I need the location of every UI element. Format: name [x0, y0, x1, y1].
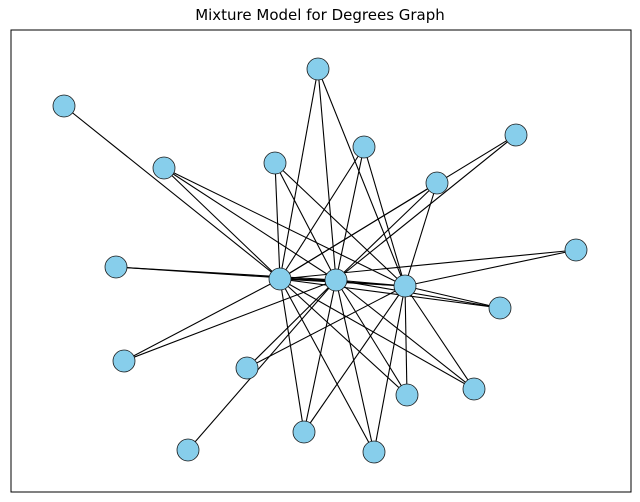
graph-edge: [373, 285, 406, 453]
graph-edge: [274, 162, 406, 287]
graph-edge: [335, 279, 375, 453]
graph-edge: [303, 285, 406, 433]
graph-node: [488, 296, 512, 320]
graph-edge: [279, 278, 408, 396]
graph-node: [306, 57, 330, 81]
graph-edge: [279, 68, 319, 280]
graph-edge: [123, 279, 337, 362]
graph-node: [425, 171, 449, 195]
graph-edge: [335, 134, 517, 281]
node-layer: [52, 57, 588, 464]
graph-node: [352, 135, 376, 159]
graph-edge: [335, 279, 475, 390]
graph-node: [292, 420, 316, 444]
graph-edge: [335, 146, 365, 281]
graph-edge: [317, 68, 406, 287]
graph-edge: [279, 249, 577, 280]
graph-edge: [335, 279, 408, 396]
graph-edge: [335, 182, 438, 281]
graph-node: [395, 383, 419, 407]
graph-node: [104, 255, 128, 279]
graph-edge: [246, 285, 406, 369]
graph-edge: [404, 285, 501, 309]
graph-edge: [279, 146, 365, 280]
graph-edge: [279, 134, 517, 280]
graph-edge: [123, 278, 281, 362]
graph-edge: [187, 279, 337, 451]
graph-edge: [163, 167, 281, 280]
graph-edge: [279, 278, 305, 433]
graph-edge: [404, 285, 408, 396]
hub-node: [393, 274, 417, 298]
hub-node: [268, 267, 292, 291]
graph-node: [362, 440, 386, 464]
graph-edge: [404, 182, 438, 287]
graph-edge: [317, 68, 337, 281]
graph-edge: [303, 279, 337, 433]
graph-node: [462, 377, 486, 401]
graph-edge: [274, 162, 281, 280]
hub-node: [324, 268, 348, 292]
graph-edge: [246, 279, 337, 369]
graph-edge: [163, 167, 337, 281]
graph-node: [564, 238, 588, 262]
graph-edge: [115, 266, 406, 287]
graph-edge: [63, 105, 281, 280]
graph-edge: [404, 285, 475, 390]
graph-node: [176, 438, 200, 462]
graph-node: [504, 123, 528, 147]
graph-edge: [363, 146, 406, 287]
graph-node: [263, 151, 287, 175]
graph-node: [152, 156, 176, 180]
graph-node: [52, 94, 76, 118]
graph-edge: [404, 249, 577, 287]
figure-title: Mixture Model for Degrees Graph: [195, 6, 445, 24]
graph-node: [112, 349, 136, 373]
plot-frame: [10, 29, 632, 493]
graph-node: [235, 356, 259, 380]
graph-edge: [279, 278, 375, 453]
graph-edge: [335, 279, 501, 309]
edge-layer: [63, 68, 577, 453]
graph-edge: [279, 278, 475, 390]
graph-edge: [274, 162, 337, 281]
graph-edge: [163, 167, 406, 287]
